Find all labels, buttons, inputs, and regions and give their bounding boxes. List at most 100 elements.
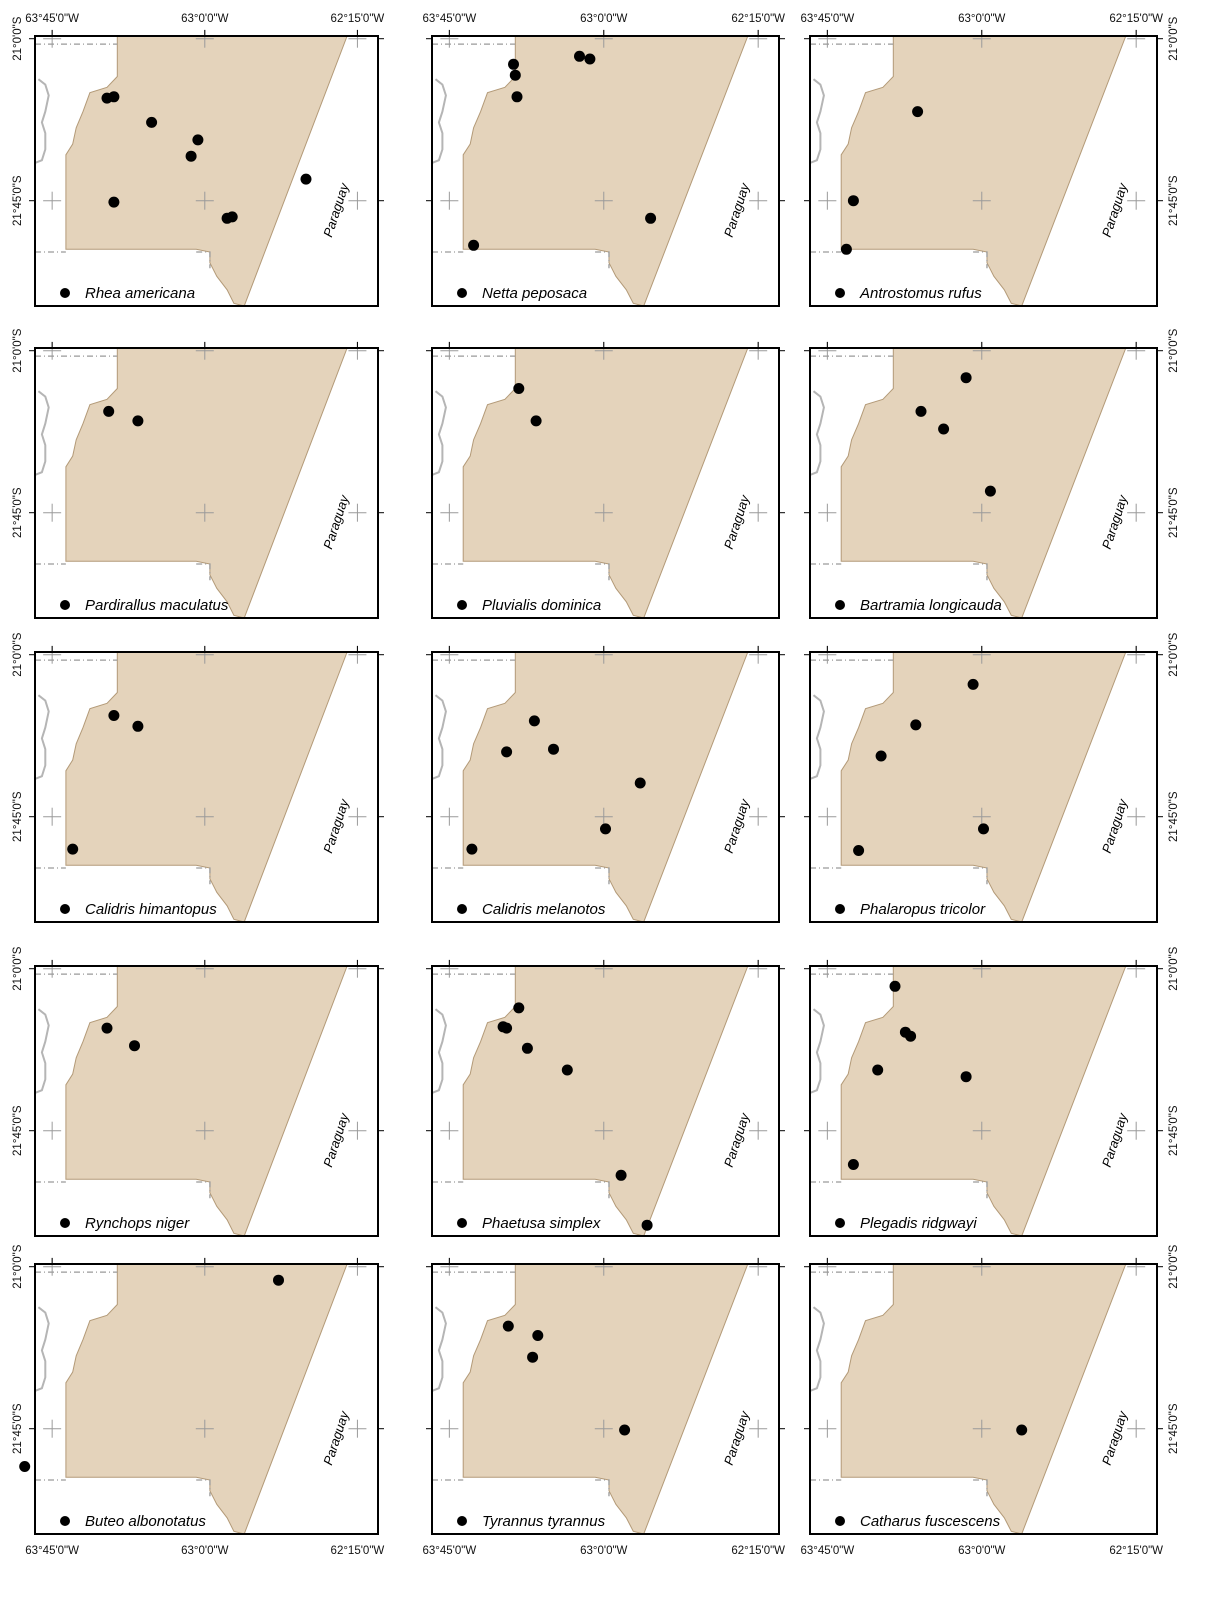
panel-frame	[34, 965, 379, 1237]
river-line	[431, 1306, 447, 1392]
longitude-label: 62°15'0"W	[731, 1545, 785, 1557]
longitude-label: 63°0'0"W	[958, 1545, 1005, 1557]
river-line	[34, 1008, 50, 1094]
record-point	[634, 777, 646, 789]
legend-dot	[457, 288, 467, 298]
panel-frame	[431, 965, 780, 1237]
panel-frame	[809, 651, 1158, 923]
longitude-label: 63°0'0"W	[580, 13, 627, 25]
panel-frame	[431, 651, 780, 923]
latitude-label: 21°0'0"S	[1168, 632, 1180, 676]
latitude-label: 21°45'0"S	[12, 1105, 24, 1156]
study-area-polygon	[462, 965, 749, 1237]
legend-dot	[60, 288, 70, 298]
record-point	[513, 383, 525, 394]
river-line	[431, 694, 447, 780]
latitude-label: 21°0'0"S	[12, 1244, 24, 1288]
border-line	[196, 1479, 211, 1497]
latitude-label: 21°0'0"S	[1168, 328, 1180, 372]
species-name: Netta peposaca	[482, 285, 587, 302]
panel-frame	[431, 1263, 780, 1535]
record-point	[466, 843, 478, 855]
legend-dot	[60, 600, 70, 610]
record-point	[584, 53, 596, 65]
record-point	[532, 1330, 544, 1341]
longitude-label: 62°15'0"W	[331, 13, 385, 25]
longitude-label: 63°45'0"W	[422, 1545, 476, 1557]
latitude-label: 21°0'0"S	[1168, 946, 1180, 990]
species-name: Rynchops niger	[85, 1215, 190, 1232]
record-point	[501, 746, 513, 758]
border-line	[196, 867, 211, 885]
record-point	[19, 1461, 31, 1472]
record-point	[915, 405, 927, 417]
record-point	[840, 243, 852, 255]
study-area-polygon	[65, 965, 348, 1237]
legend-dot	[457, 1516, 467, 1526]
river-line	[431, 1008, 447, 1094]
latitude-label: 21°0'0"S	[12, 16, 24, 60]
river-line	[34, 694, 50, 780]
study-area-polygon	[840, 1263, 1127, 1535]
record-point	[468, 239, 480, 251]
longitude-label: 63°0'0"W	[580, 1545, 627, 1557]
river-line	[431, 78, 447, 164]
latitude-label: 21°0'0"S	[12, 328, 24, 372]
legend-dot	[60, 1218, 70, 1228]
panel-frame	[809, 1263, 1158, 1535]
longitude-label: 62°15'0"W	[1109, 1545, 1163, 1557]
study-area-polygon	[840, 35, 1127, 307]
species-name: Antrostomus rufus	[859, 285, 982, 302]
record-point	[108, 91, 120, 103]
border-line	[595, 1181, 610, 1199]
record-point	[872, 1064, 884, 1076]
border-line	[595, 251, 610, 269]
latitude-label: 21°45'0"S	[1168, 1105, 1180, 1156]
longitude-label: 63°45'0"W	[422, 13, 476, 25]
border-line	[595, 867, 610, 885]
panel-frame	[34, 35, 379, 307]
study-area-polygon	[462, 35, 749, 307]
study-area-polygon	[462, 347, 749, 619]
study-area-polygon	[65, 35, 348, 307]
study-area-polygon	[65, 347, 348, 619]
record-point	[513, 1002, 525, 1014]
species-name: Plegadis ridgwayi	[860, 1215, 977, 1232]
river-line	[431, 390, 447, 476]
longitude-label: 62°15'0"W	[731, 13, 785, 25]
record-point	[561, 1064, 573, 1076]
border-line	[595, 1479, 610, 1497]
longitude-label: 63°0'0"W	[958, 13, 1005, 25]
record-point	[129, 1040, 140, 1052]
latitude-label: 21°45'0"S	[12, 175, 24, 226]
legend-dot	[60, 1516, 70, 1526]
study-area-polygon	[840, 651, 1127, 923]
longitude-label: 62°15'0"W	[331, 1545, 385, 1557]
border-line	[196, 1181, 211, 1199]
record-point	[910, 719, 922, 731]
record-point	[1016, 1424, 1028, 1436]
record-point	[641, 1219, 653, 1231]
border-line	[196, 251, 211, 269]
legend-dot	[835, 1218, 845, 1228]
record-point	[508, 58, 519, 70]
panel-frame	[431, 35, 780, 307]
border-line	[595, 563, 610, 581]
record-point	[548, 743, 559, 755]
record-point	[905, 1030, 917, 1042]
record-point	[938, 423, 950, 435]
latitude-label: 21°45'0"S	[1168, 487, 1180, 538]
border-line	[973, 1479, 988, 1497]
record-point	[530, 415, 542, 427]
record-point	[226, 211, 238, 223]
